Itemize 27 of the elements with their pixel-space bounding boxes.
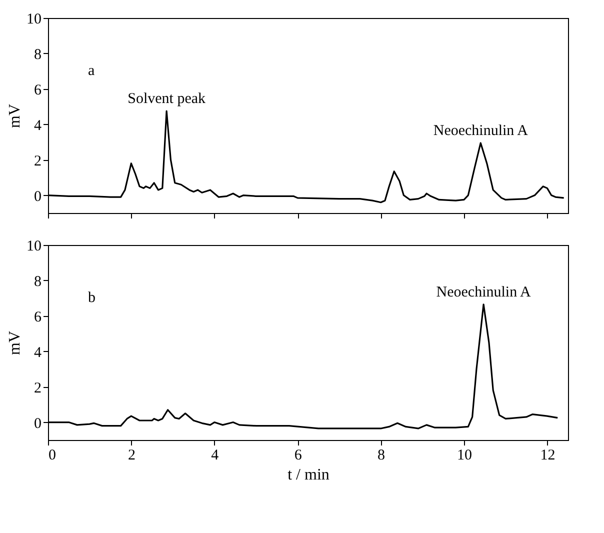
x-tick-label: 6 [294, 448, 302, 464]
y-tick-label: 10 [26, 238, 42, 254]
x-tick-label: 2 [128, 448, 136, 464]
x-axis-title: t / min [288, 466, 330, 484]
annotation: Neoechinulin A [433, 122, 528, 139]
y-tick-label: 4 [34, 118, 42, 134]
y-tick-label: 10 [26, 12, 42, 28]
x-tick-label: 4 [211, 448, 220, 464]
x-tick-label: 12 [540, 448, 556, 464]
x-tick-label: 8 [378, 448, 386, 464]
y-tick-label: 2 [34, 380, 42, 396]
y-axis-title: mV [6, 330, 24, 355]
y-tick-label: 8 [34, 274, 42, 290]
y-tick-label: 2 [34, 153, 42, 170]
annotation: Neoechinulin A [436, 284, 531, 300]
x-tick-label: 0 [48, 448, 56, 464]
y-tick-label: 8 [34, 46, 42, 63]
x-tick-label: 10 [457, 448, 472, 464]
y-tick-label: 0 [34, 416, 42, 432]
annotation: b [88, 290, 96, 306]
y-tick-label: 0 [34, 188, 42, 205]
y-tick-label: 4 [34, 344, 42, 361]
y-axis-title: mV [6, 104, 24, 128]
annotation: a [88, 63, 95, 79]
y-tick-label: 6 [34, 309, 42, 326]
y-tick-label: 6 [34, 82, 42, 98]
annotation: Solvent peak [128, 91, 206, 108]
